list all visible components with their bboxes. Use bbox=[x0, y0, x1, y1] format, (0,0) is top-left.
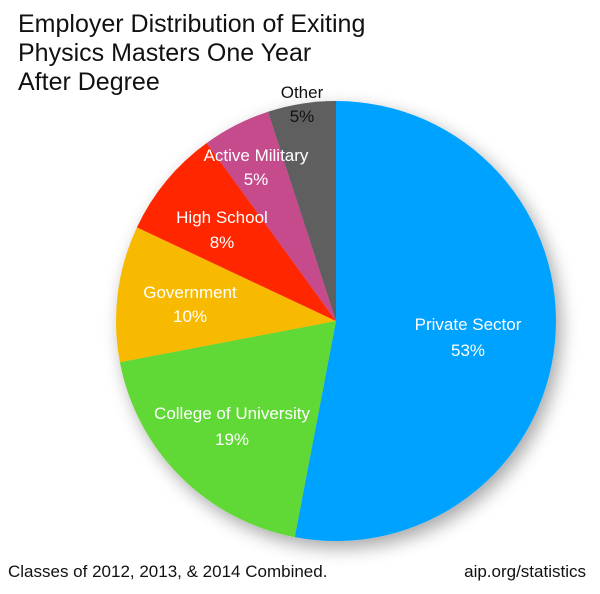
slice-government bbox=[116, 227, 336, 363]
pct-private-sector: 53% bbox=[451, 341, 485, 360]
chart-title: Employer Distribution of Exiting Physics… bbox=[18, 10, 366, 96]
label-private-sector: Private Sector bbox=[415, 315, 522, 334]
slice-labels: Private Sector 53% College of University… bbox=[143, 83, 521, 449]
pct-high-school: 8% bbox=[210, 233, 235, 252]
pct-government: 10% bbox=[173, 307, 207, 326]
footnote: Classes of 2012, 2013, & 2014 Combined. bbox=[8, 562, 328, 581]
label-other: Other bbox=[281, 83, 324, 102]
label-high-school: High School bbox=[176, 208, 268, 227]
label-college: College of University bbox=[154, 404, 310, 423]
slice-other bbox=[268, 101, 336, 321]
pct-active-military: 5% bbox=[244, 170, 269, 189]
slice-high-school bbox=[136, 143, 336, 321]
pct-college: 19% bbox=[215, 430, 249, 449]
slice-active-military bbox=[206, 111, 336, 321]
source-link: aip.org/statistics bbox=[464, 562, 586, 581]
slice-private-sector bbox=[294, 101, 557, 541]
slice-college-of-university bbox=[119, 321, 336, 538]
label-government: Government bbox=[143, 283, 237, 302]
pct-other: 5% bbox=[290, 107, 315, 126]
label-active-military: Active Military bbox=[204, 146, 309, 165]
pie-slices bbox=[116, 101, 557, 541]
